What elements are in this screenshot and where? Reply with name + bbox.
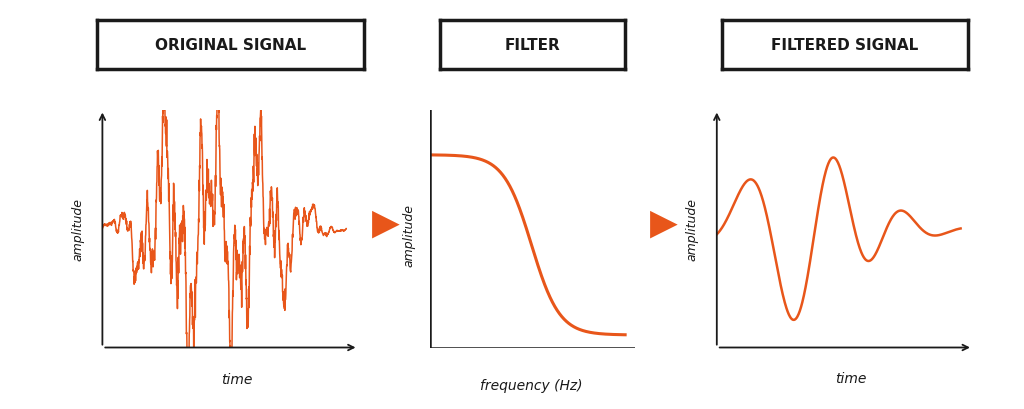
Text: amplitude: amplitude: [72, 198, 85, 261]
Text: ORIGINAL SIGNAL: ORIGINAL SIGNAL: [155, 38, 306, 52]
Text: time: time: [836, 371, 866, 385]
Text: ▶: ▶: [649, 206, 678, 240]
Text: ▶: ▶: [372, 206, 400, 240]
Text: amplitude: amplitude: [686, 198, 699, 261]
Text: time: time: [221, 372, 252, 386]
Text: amplitude: amplitude: [402, 204, 415, 267]
Text: FILTER: FILTER: [505, 38, 560, 52]
Text: frequency (Hz): frequency (Hz): [480, 378, 583, 391]
Text: FILTERED SIGNAL: FILTERED SIGNAL: [771, 38, 919, 52]
